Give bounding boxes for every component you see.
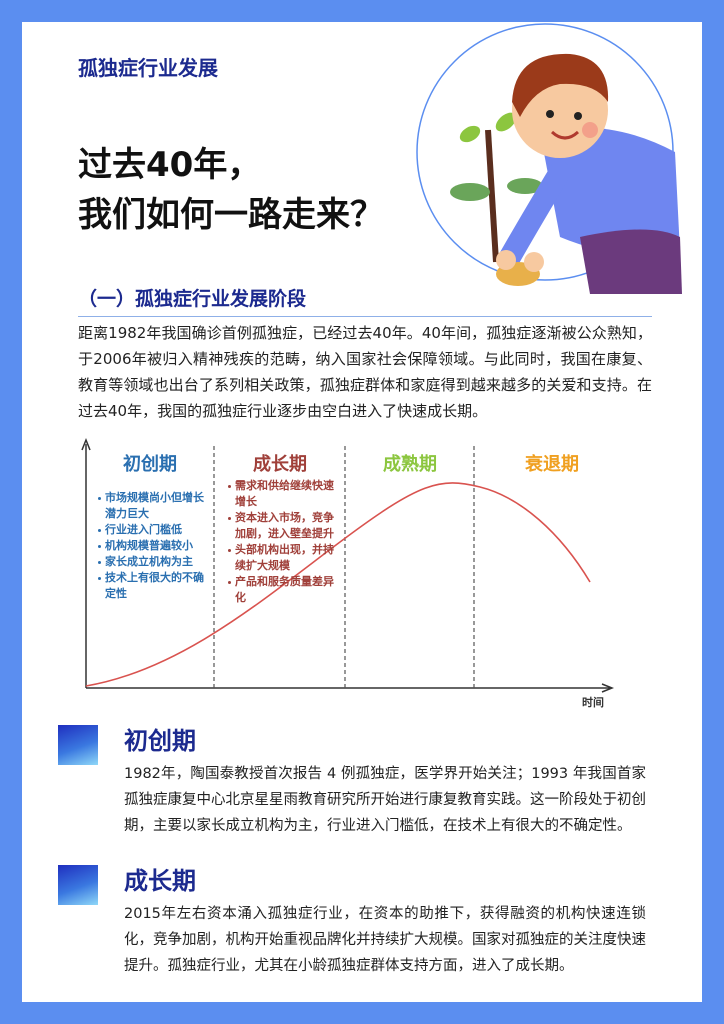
phase-title: 初创期 xyxy=(124,727,196,755)
phase-title: 成长期 xyxy=(124,867,196,895)
stage-title: 衰退期 xyxy=(525,454,579,475)
stage-title: 初创期 xyxy=(123,454,177,475)
phase-text: 2015年左右资本涌入孤独症行业，在资本的助推下，获得融资的机构快速连锁化，竞争… xyxy=(124,906,646,974)
stage-point: 市场规模尚小但增长潜力巨大 xyxy=(98,490,210,522)
stage-point: 产品和服务质量差异化 xyxy=(228,574,340,606)
stage-title: 成长期 xyxy=(253,454,307,475)
category-label: 孤独症行业发展 xyxy=(78,56,218,80)
stage-point: 头部机构出现，并持续扩大规模 xyxy=(228,542,340,574)
stage-point: 技术上有很大的不确定性 xyxy=(98,570,210,602)
stage-point: 家长成立机构为主 xyxy=(98,554,210,570)
stage-points: 需求和供给继续快速增长 资本进入市场，竞争加剧，进入壁垒提升 头部机构出现，并持续扩… xyxy=(228,478,340,606)
stage-point: 行业进入门槛低 xyxy=(98,522,210,538)
stage-point: 需求和供给继续快速增长 xyxy=(228,478,340,510)
stage-point: 资本进入市场，竞争加剧，进入壁垒提升 xyxy=(228,510,340,542)
section-heading: （一）孤独症行业发展阶段 xyxy=(78,288,307,310)
illustration xyxy=(416,23,682,294)
page-title: 过去40年， 我们如何一路走来？ xyxy=(78,140,384,240)
stage-point: 机构规模普遍较小 xyxy=(98,538,210,554)
phase-icon xyxy=(58,725,98,765)
stage-points: 市场规模尚小但增长潜力巨大 行业进入门槛低 机构规模普遍较小 家长成立机构为主 技术上有… xyxy=(98,490,210,602)
section-paragraph: 距离1982年我国确诊首例孤独症，已经过去40年。40年间，孤独症逐渐被公众熟知… xyxy=(78,324,652,420)
heading-rule xyxy=(78,316,652,317)
phase-text: 1982年，陶国泰教授首次报告 4 例孤独症，医学界开始关注；1993 年我国首… xyxy=(124,766,646,834)
stage-title: 成熟期 xyxy=(383,454,437,475)
page: 孤独症行业发展 过去40年， 我们如何一路走来？ （一）孤独症行业发展阶段 距离1… xyxy=(22,22,702,1002)
lifecycle-diagram: 初创期市场规模尚小但增长潜力巨大 行业进入门槛低 机构规模普遍较小 家长成立机构为主技… xyxy=(70,432,650,714)
title-line: 我们如何一路走来？ xyxy=(78,195,384,235)
lifecycle-graph xyxy=(81,437,615,693)
phase-icon xyxy=(58,865,98,905)
title-line: 过去40年， xyxy=(78,145,262,185)
x-axis-label: 时间 xyxy=(582,696,604,709)
